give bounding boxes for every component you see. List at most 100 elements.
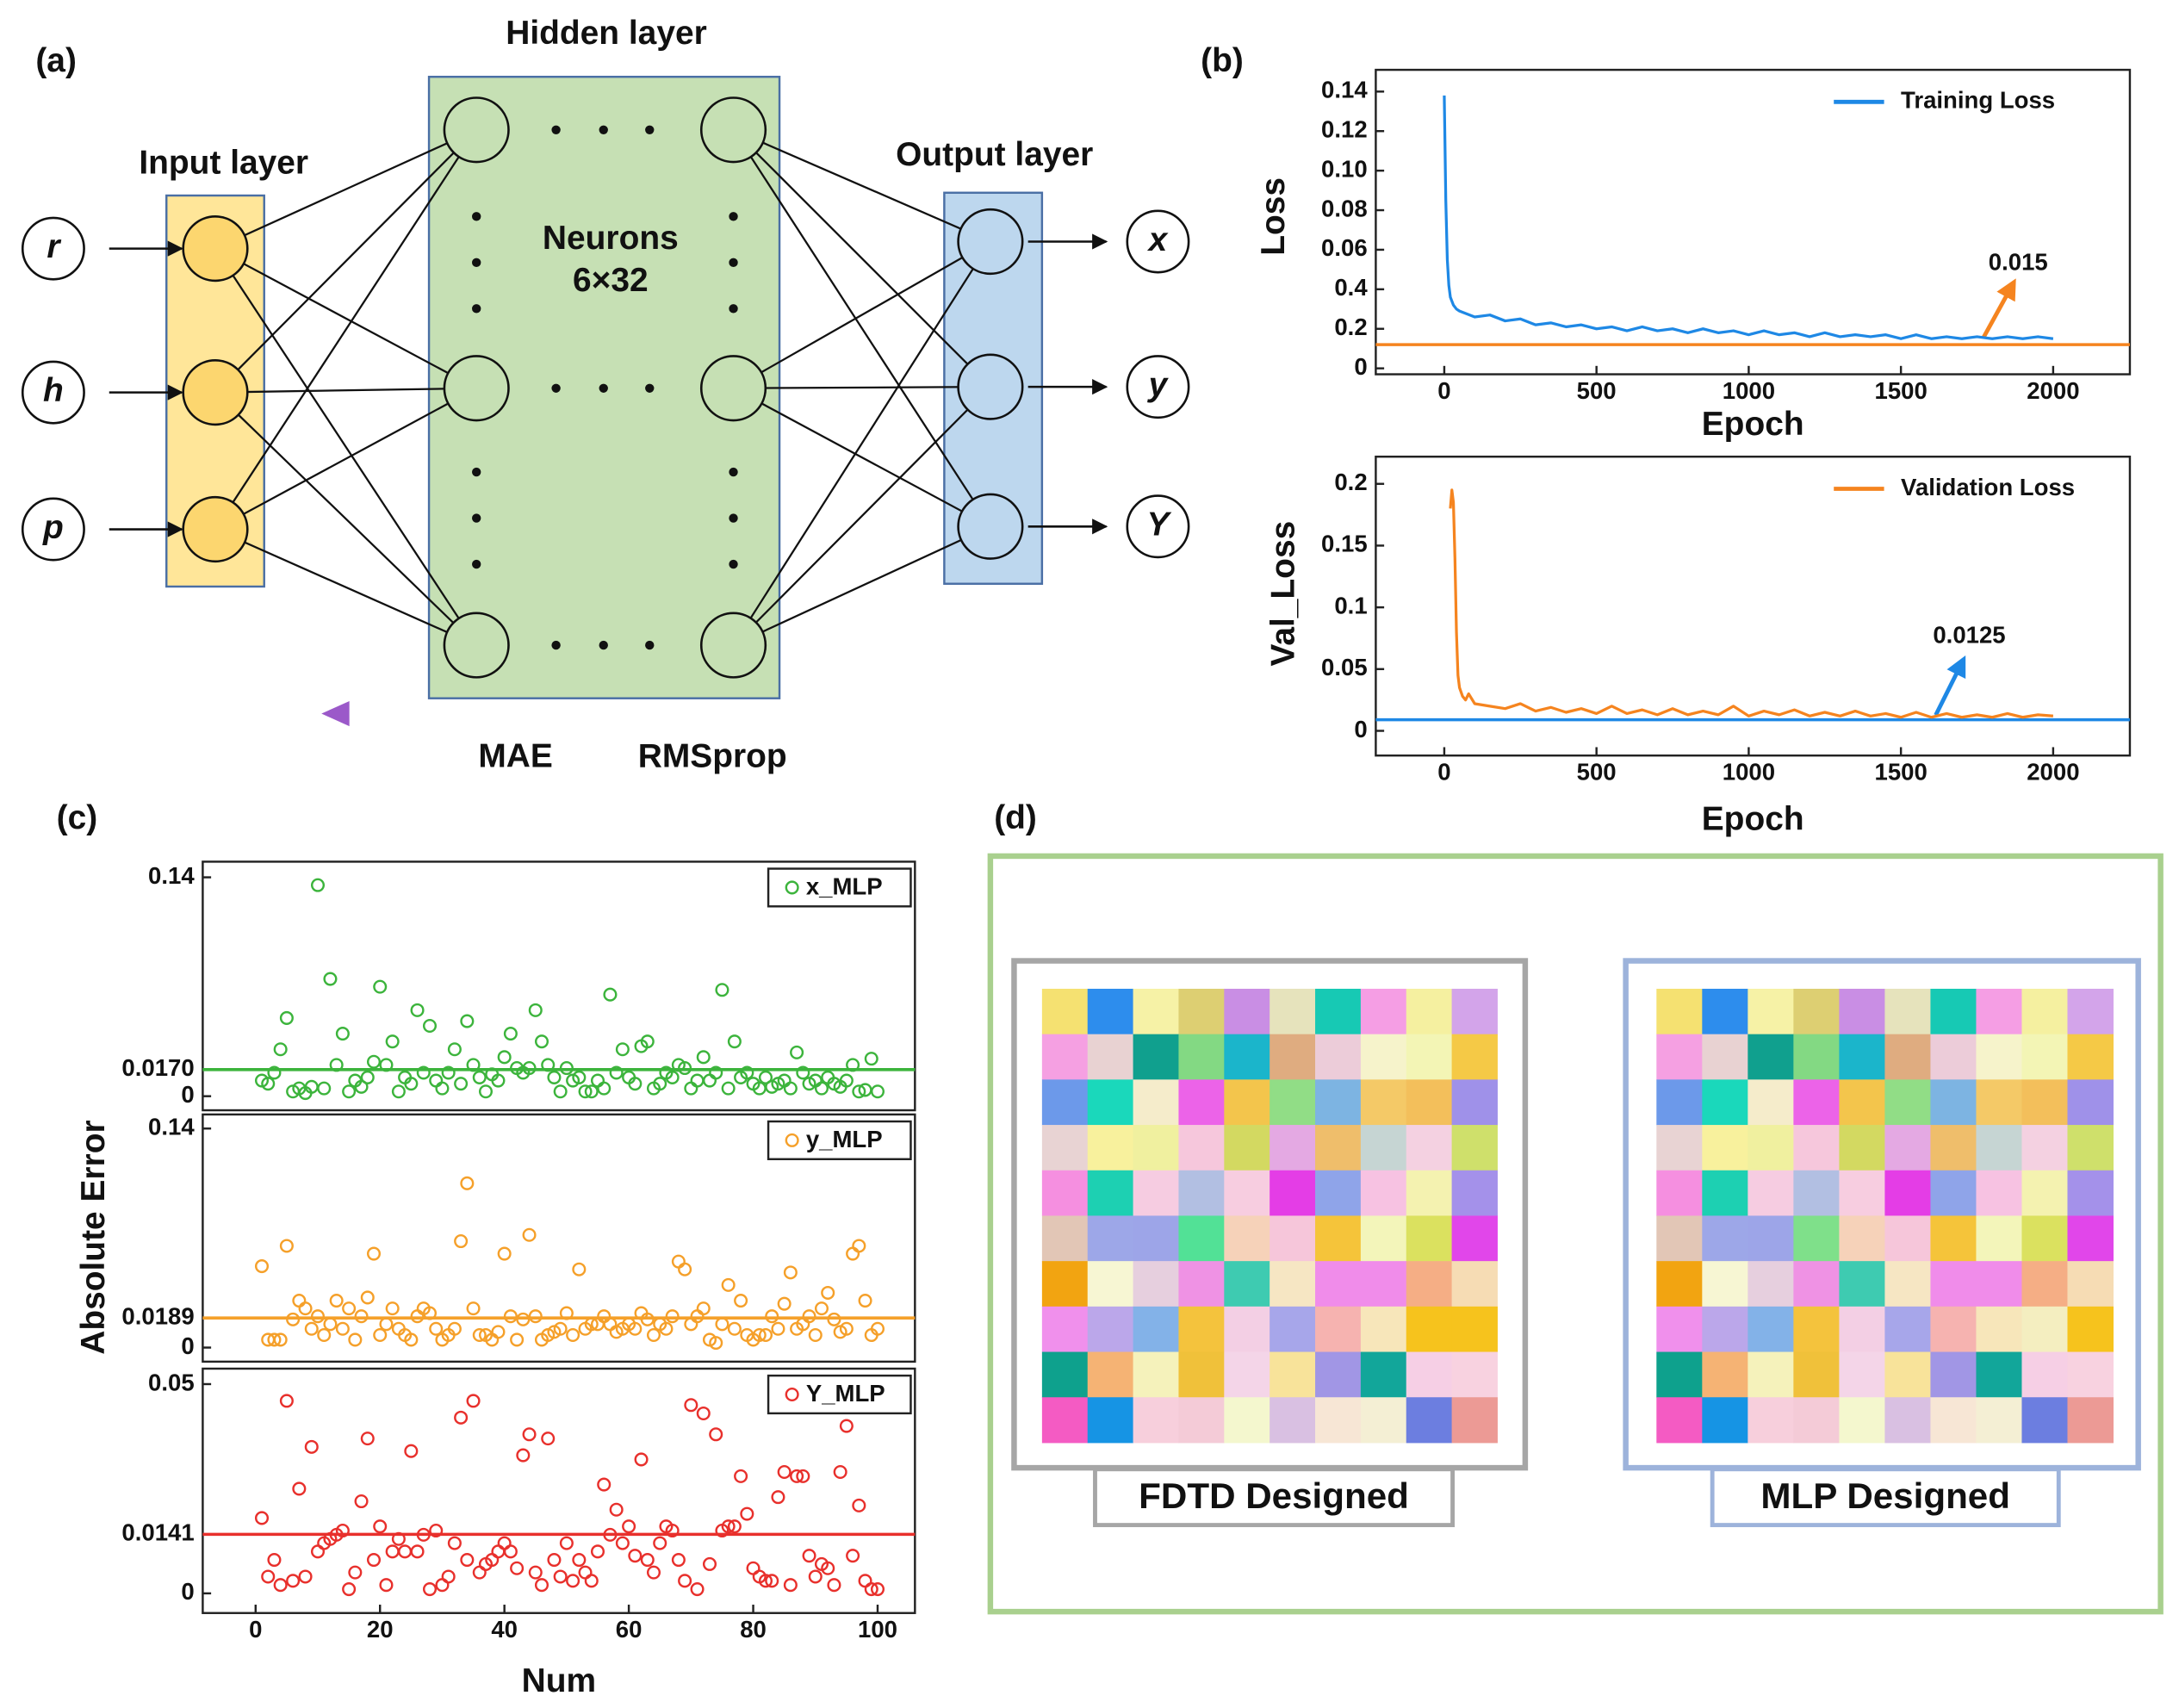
color-cell: [1133, 1034, 1179, 1080]
color-cell: [1270, 1261, 1316, 1307]
color-cell: [1702, 1306, 1748, 1353]
y-tick-label: 0.2: [1334, 469, 1367, 495]
color-cell: [1315, 1079, 1362, 1126]
error-point: [702, 1073, 717, 1088]
error-point: [267, 1065, 282, 1080]
neuron: [699, 612, 767, 679]
error-point: [422, 1018, 438, 1034]
annotation: 0.0125: [1933, 622, 2005, 649]
network-diagram: [165, 75, 1044, 699]
annotation-arrow: [1981, 278, 2016, 339]
color-cell: [1315, 1351, 1362, 1398]
x-axis-label: Epoch: [1702, 406, 1804, 443]
color-cell: [2067, 1215, 2114, 1262]
error-point: [273, 1578, 288, 1593]
y-tick-label: 0.14: [148, 1114, 195, 1140]
connection: [214, 128, 477, 250]
x-tick-label: 0: [1437, 377, 1450, 404]
error-point: [553, 1569, 568, 1584]
error-point: [684, 1317, 698, 1332]
error-point: [727, 1519, 742, 1534]
y-tick-label: 0.4: [1334, 274, 1368, 301]
output-symbol: y: [1147, 366, 1170, 403]
error-point: [541, 1432, 556, 1446]
color-cell: [1041, 1125, 1089, 1171]
error-point: [852, 1498, 866, 1512]
dot: [645, 383, 655, 393]
dot: [599, 125, 608, 134]
y-tick-label: 0.1: [1334, 592, 1367, 618]
color-cell: [1656, 1034, 1703, 1080]
y-tick-label: 0: [181, 1332, 194, 1359]
neuron: [957, 493, 1024, 560]
color-cell: [1133, 988, 1179, 1035]
error-point: [261, 1077, 276, 1091]
error-point: [727, 1034, 742, 1049]
error-point: [261, 1569, 276, 1584]
color-cell: [1451, 1215, 1498, 1262]
error-point: [678, 1262, 692, 1276]
error-point: [665, 1524, 680, 1538]
color-cell: [1360, 1170, 1407, 1216]
x-axis-label: Epoch: [1702, 801, 1804, 838]
color-cell: [1087, 1215, 1134, 1262]
color-cell: [2067, 1351, 2114, 1398]
color-cell: [1087, 1079, 1134, 1126]
error-point: [653, 1536, 667, 1550]
x-tick-label: 0: [1437, 759, 1450, 786]
error-point: [584, 1084, 599, 1099]
x-tick-label: 60: [616, 1616, 643, 1643]
error-point: [416, 1065, 431, 1080]
color-cell: [1793, 1034, 1840, 1080]
connection: [733, 128, 991, 243]
error-point: [360, 1290, 375, 1305]
color-cell: [1702, 988, 1748, 1035]
color-cell: [2021, 988, 2068, 1035]
error-point: [777, 1464, 792, 1480]
legend-label: y_MLP: [806, 1126, 883, 1152]
error-point: [503, 1027, 518, 1041]
error-point: [460, 1553, 475, 1568]
error-point: [572, 1070, 587, 1084]
color-cell: [1270, 1034, 1316, 1080]
color-cell: [1884, 1215, 1931, 1262]
error-point: [354, 1079, 369, 1094]
color-cell: [1656, 1215, 1703, 1262]
error-point: [839, 1419, 854, 1433]
color-cell: [1702, 1170, 1748, 1216]
color-cell: [1224, 1170, 1270, 1216]
error-point: [310, 1309, 326, 1324]
color-cell: [1839, 1306, 1885, 1353]
error-point: [858, 1294, 872, 1308]
x-tick-label: 40: [491, 1616, 518, 1643]
color-cell: [1976, 1170, 2022, 1216]
color-cell: [1178, 1034, 1225, 1080]
color-cell: [1976, 1215, 2022, 1262]
error-point: [590, 1544, 605, 1559]
color-cell: [1748, 1261, 1794, 1307]
color-cell: [1406, 1351, 1453, 1398]
error-point: [839, 1321, 854, 1336]
color-cell: [1793, 1261, 1840, 1307]
error-point: [734, 1294, 748, 1308]
error-point: [553, 1321, 568, 1336]
error-point: [460, 1176, 475, 1190]
output-symbol: Y: [1146, 506, 1171, 543]
color-cell: [1406, 1034, 1453, 1080]
color-cell: [1748, 1079, 1794, 1126]
legend-label: Training Loss: [1901, 87, 2055, 114]
dot: [645, 125, 655, 134]
legend-box: [767, 1120, 912, 1160]
error-point: [640, 1034, 655, 1049]
neuron: [443, 96, 510, 164]
color-cell: [1884, 1170, 1931, 1216]
y-tick-label: 0.12: [1321, 116, 1368, 143]
color-cell: [1656, 1170, 1703, 1216]
layer-title: Output layer: [896, 136, 1093, 173]
dot: [729, 467, 738, 477]
error-point: [385, 1034, 400, 1049]
error-point: [466, 1301, 481, 1316]
x-tick-label: 1000: [1723, 377, 1775, 404]
error-point: [510, 1332, 525, 1347]
layer-title: Input layer: [139, 145, 308, 182]
